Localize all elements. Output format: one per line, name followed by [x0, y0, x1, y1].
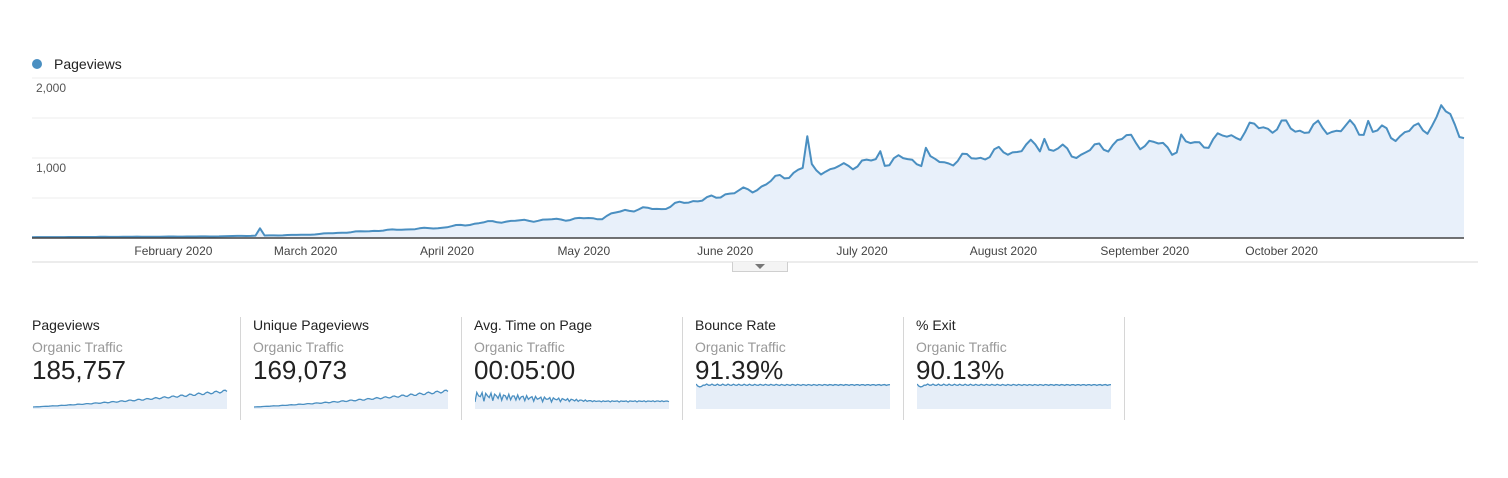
- scorecard-title: Avg. Time on Page: [474, 317, 593, 333]
- sparkline-area: [33, 390, 227, 409]
- x-tick-label: June 2020: [697, 244, 753, 258]
- sparkline-area: [696, 384, 890, 409]
- sparkline: [696, 383, 891, 409]
- scorecard-title: Bounce Rate: [695, 317, 776, 333]
- sparkline-line: [254, 389, 449, 408]
- sparkline: [33, 389, 228, 409]
- x-tick-label: May 2020: [557, 244, 610, 258]
- scorecard-unique-pageviews[interactable]: Unique Pageviews Organic Traffic 169,073: [241, 317, 462, 420]
- chart-expand-button[interactable]: [732, 262, 788, 272]
- scorecard-pageviews[interactable]: Pageviews Organic Traffic 185,757: [20, 317, 241, 420]
- sparkline-line: [696, 383, 891, 388]
- scorecard-exit-rate[interactable]: % Exit Organic Traffic 90.13%: [904, 317, 1125, 420]
- sparkline: [254, 389, 449, 409]
- scorecard-segment: Organic Traffic: [916, 339, 1007, 355]
- pageviews-line[interactable]: [31, 104, 1465, 239]
- scorecard-value: 00:05:00: [474, 355, 576, 385]
- scorecard-segment: Organic Traffic: [32, 339, 123, 355]
- x-tick-label: July 2020: [836, 244, 888, 258]
- sparkline-line: [33, 389, 228, 408]
- legend-dot-icon: [32, 59, 42, 69]
- x-tick-label: October 2020: [1245, 244, 1318, 258]
- pageviews-area: [32, 105, 1464, 238]
- x-tick-label: September 2020: [1100, 244, 1189, 258]
- caret-down-icon: [755, 264, 765, 269]
- scorecard-title: % Exit: [916, 317, 956, 333]
- scorecard-value: 185,757: [32, 355, 126, 385]
- scorecard-value: 91.39%: [695, 355, 784, 385]
- sparkline-line: [475, 390, 670, 404]
- scorecard-segment: Organic Traffic: [253, 339, 344, 355]
- scorecard-title: Unique Pageviews: [253, 317, 369, 333]
- scorecard-title: Pageviews: [32, 317, 100, 333]
- scorecard-value: 169,073: [253, 355, 347, 385]
- sparkline: [917, 383, 1112, 409]
- legend-label: Pageviews: [54, 56, 122, 72]
- x-tick-label: March 2020: [274, 244, 338, 258]
- scorecard-avg-time-on-page[interactable]: Avg. Time on Page Organic Traffic 00:05:…: [462, 317, 683, 420]
- x-tick-label: August 2020: [970, 244, 1038, 258]
- x-axis-labels: February 2020 March 2020 April 2020 May 202…: [134, 244, 1318, 258]
- x-tick-label: April 2020: [420, 244, 474, 258]
- sparkline-area: [917, 384, 1111, 409]
- pageviews-chart[interactable]: 2,000 1,000 February 2020 March 2020 April…: [0, 70, 1508, 270]
- sparkline-area: [254, 390, 448, 409]
- scorecard-row: Pageviews Organic Traffic 185,757 Unique…: [20, 317, 1125, 420]
- sparkline-area: [475, 392, 669, 409]
- sparkline-line: [917, 383, 1112, 388]
- x-tick-label: February 2020: [134, 244, 212, 258]
- chart-legend[interactable]: Pageviews: [30, 55, 122, 73]
- y-tick-label-1000: 1,000: [36, 161, 66, 175]
- y-tick-label-2000: 2,000: [36, 81, 66, 95]
- scorecard-segment: Organic Traffic: [474, 339, 565, 355]
- scorecard-value: 90.13%: [916, 355, 1005, 385]
- scorecard-bounce-rate[interactable]: Bounce Rate Organic Traffic 91.39%: [683, 317, 904, 420]
- scorecard-segment: Organic Traffic: [695, 339, 786, 355]
- sparkline: [475, 390, 670, 409]
